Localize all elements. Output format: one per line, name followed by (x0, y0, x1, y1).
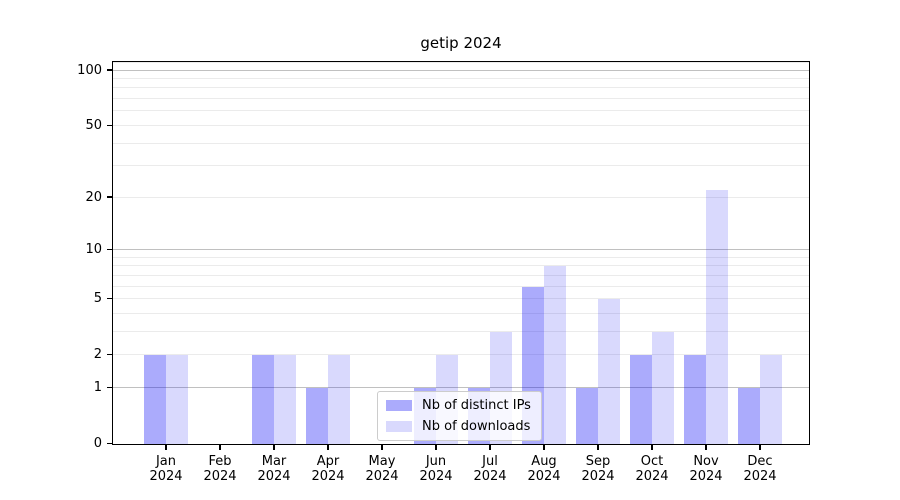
minor-gridline (113, 265, 809, 267)
minor-gridline (113, 354, 809, 356)
x-tick-label-oct: Oct 2024 (635, 453, 669, 484)
x-axis-tick (327, 445, 329, 450)
minor-gridline (113, 196, 809, 198)
bar-downloads-jan (165, 355, 188, 444)
minor-gridline (113, 330, 809, 332)
bar-ips-dec (737, 387, 760, 444)
plot-area: Nb of distinct IPs Nb of downloads (112, 61, 810, 445)
bar-ips-jan (143, 355, 166, 444)
x-tick-label-feb: Feb 2024 (203, 453, 237, 484)
x-axis-tick (273, 445, 275, 450)
bar-downloads-sep (597, 299, 620, 444)
bar-ips-sep (575, 387, 598, 444)
y-tick-label: 20 (85, 189, 102, 205)
y-axis-tick (107, 442, 112, 445)
y-tick-label: 5 (93, 291, 102, 306)
legend-label-distinct-ips: Nb of distinct IPs (422, 398, 531, 413)
minor-gridline (113, 77, 809, 79)
legend-item-downloads: Nb of downloads (386, 419, 531, 434)
x-tick-label-aug: Aug 2024 (527, 453, 561, 484)
major-gridline (113, 69, 809, 71)
minor-gridline (113, 142, 809, 144)
minor-gridline (113, 110, 809, 112)
x-tick-label-may: May 2024 (365, 453, 399, 484)
x-axis-tick (543, 445, 545, 450)
legend-item-distinct-ips: Nb of distinct IPs (386, 398, 531, 413)
x-axis-tick (759, 445, 761, 450)
y-axis-tick (107, 297, 112, 300)
y-tick-label: 10 (85, 241, 102, 257)
x-tick-label-nov: Nov 2024 (689, 453, 723, 484)
minor-gridline (113, 165, 809, 167)
x-axis-tick (435, 445, 437, 450)
minor-gridline (113, 256, 809, 258)
x-axis-tick (165, 445, 167, 450)
bar-downloads-mar (273, 355, 296, 444)
y-tick-label: 50 (85, 117, 102, 133)
x-axis-tick (219, 445, 221, 450)
bar-ips-apr (305, 387, 328, 444)
y-tick-label: 2 (93, 347, 102, 363)
bar-ips-oct (629, 355, 652, 444)
bar-downloads-aug (543, 266, 566, 444)
minor-gridline (113, 124, 809, 126)
bar-ips-nov (683, 355, 706, 444)
bar-ips-mar (251, 355, 274, 444)
y-axis-tick (107, 69, 112, 71)
y-tick-label: 1 (93, 379, 102, 395)
y-tick-label: 100 (77, 62, 102, 78)
bar-downloads-apr (327, 355, 350, 444)
x-axis-tick (489, 445, 491, 450)
minor-gridline (113, 274, 809, 276)
x-axis-tick (651, 445, 653, 450)
x-tick-label-jul: Jul 2024 (473, 453, 507, 484)
minor-gridline (113, 61, 809, 63)
bar-downloads-dec (759, 355, 782, 444)
x-axis-tick (705, 445, 707, 450)
legend-swatch-distinct-ips (386, 400, 412, 411)
x-axis-tick (597, 445, 599, 450)
legend-swatch-downloads (386, 421, 412, 432)
major-gridline (113, 386, 809, 388)
chart-title: getip 2024 (420, 34, 502, 52)
y-axis-tick (107, 353, 112, 356)
x-tick-label-mar: Mar 2024 (257, 453, 291, 484)
y-axis-tick (107, 196, 112, 198)
x-tick-label-dec: Dec 2024 (743, 453, 777, 484)
legend-label-downloads: Nb of downloads (422, 419, 531, 434)
y-axis-tick (107, 248, 112, 251)
minor-gridline (113, 87, 809, 89)
minor-gridline (113, 98, 809, 99)
legend: Nb of distinct IPs Nb of downloads (377, 391, 542, 441)
minor-gridline (113, 312, 809, 314)
minor-gridline (113, 298, 809, 299)
y-axis-tick (107, 124, 112, 126)
x-axis-tick (381, 445, 383, 450)
y-axis-tick (107, 386, 112, 389)
minor-gridline (113, 285, 809, 287)
x-tick-label-sep: Sep 2024 (581, 453, 615, 484)
x-tick-label-apr: Apr 2024 (311, 453, 345, 484)
bar-downloads-nov (705, 190, 728, 444)
x-tick-label-jun: Jun 2024 (419, 453, 453, 484)
bar-downloads-oct (651, 331, 674, 444)
y-tick-label: 0 (93, 436, 102, 451)
x-tick-label-jan: Jan 2024 (149, 453, 183, 484)
major-gridline (113, 248, 809, 250)
